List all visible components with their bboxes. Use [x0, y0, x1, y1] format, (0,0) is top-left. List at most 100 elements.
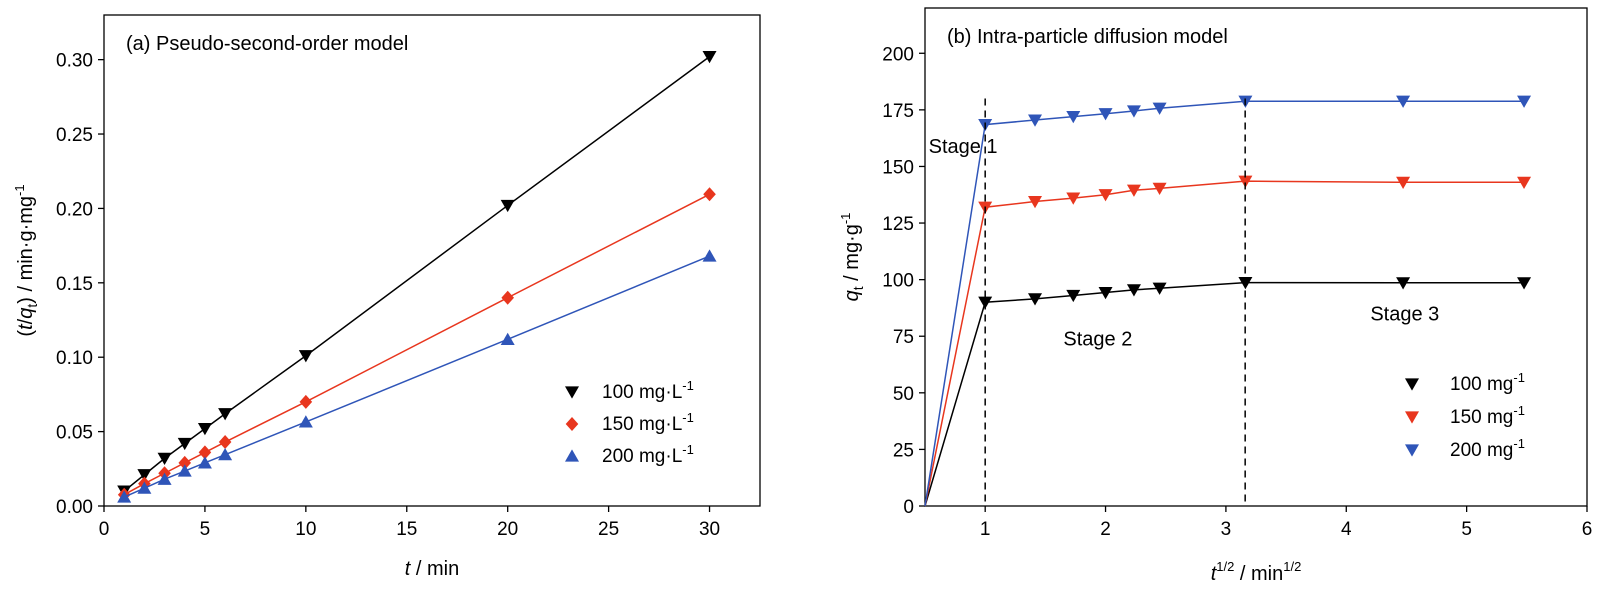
- series-line: [924, 281, 1525, 507]
- legend-label-sup: -1: [1513, 436, 1525, 451]
- y-tick-label: 0.05: [56, 423, 93, 444]
- data-point: [1396, 95, 1411, 108]
- data-point: [703, 187, 716, 202]
- y-tick-label: 0.15: [56, 274, 93, 295]
- legend-label: 100 mg-1: [1450, 370, 1525, 395]
- x-tick-label: 0: [99, 519, 110, 540]
- data-point: [218, 408, 233, 421]
- data-point: [1126, 184, 1141, 197]
- legend-marker: [565, 449, 579, 462]
- data-point: [1126, 105, 1141, 118]
- legend-label-text: 100 mg: [1450, 374, 1513, 395]
- legend-marker: [565, 386, 579, 399]
- y-tick-label: 0.10: [56, 348, 93, 369]
- y-axis-label-part: q: [15, 308, 37, 319]
- data-point: [1028, 293, 1043, 306]
- legend-label-sup: -1: [682, 410, 694, 425]
- y-axis-label-sub: t: [850, 286, 866, 290]
- data-point: [1098, 108, 1113, 121]
- series-line: [924, 100, 1525, 507]
- data-point: [157, 472, 172, 485]
- x-tick-label: 2: [1100, 519, 1111, 540]
- legend-label: 150 mg-1: [1450, 403, 1525, 428]
- data-point: [500, 199, 515, 213]
- legend-label-text: 200 mg·L: [602, 446, 682, 467]
- legend-marker: [1405, 444, 1419, 457]
- x-tick-label: 25: [598, 519, 619, 540]
- x-axis-label-unit: / min: [410, 558, 459, 580]
- x-axis-label-unit: / min: [1234, 563, 1283, 585]
- data-point: [1028, 195, 1043, 209]
- data-point: [1066, 111, 1081, 124]
- y-axis-label-unit: / mg·g: [841, 224, 863, 286]
- plot-frame: [103, 14, 761, 507]
- data-point: [1152, 282, 1167, 295]
- chart-panel-a: 0 5 10 15 20 25 30 0.00 0.05 0.10 0.15 0.20 0.25 0.30…: [12, 14, 761, 580]
- y-tick-label: 175: [882, 101, 914, 122]
- data-point: [298, 350, 313, 363]
- data-point: [197, 456, 212, 469]
- data-point: [500, 332, 515, 345]
- data-point: [1066, 192, 1081, 205]
- data-point: [1396, 277, 1411, 290]
- data-point: [1066, 289, 1081, 303]
- data-point: [177, 437, 192, 451]
- data-point: [117, 490, 132, 503]
- data-point: [1517, 277, 1532, 290]
- y-tick-label: 0.00: [56, 497, 93, 518]
- legend-marker: [1405, 378, 1419, 391]
- y-tick-label: 75: [893, 327, 914, 348]
- data-point: [501, 290, 514, 305]
- y-tick-label: 100: [882, 271, 914, 292]
- data-point: [157, 452, 172, 466]
- chart-panel-b: 1 2 3 4 5 6 0 25 50 75 100 125 150 175 200 (b) Intra-pa…: [838, 7, 1593, 585]
- y-axis-label-sup: -1: [838, 213, 853, 225]
- x-axis-label-var: t: [1211, 563, 1218, 585]
- y-tick-label: 150: [882, 157, 914, 178]
- data-point: [137, 481, 152, 494]
- stage-label: Stage 1: [929, 136, 998, 158]
- data-point: [1152, 182, 1167, 196]
- data-point: [1517, 95, 1532, 108]
- data-point: [702, 51, 717, 64]
- data-point: [1517, 176, 1532, 189]
- data-point: [1098, 286, 1113, 300]
- data-point: [1126, 284, 1141, 297]
- data-point: [197, 423, 212, 436]
- data-point: [177, 464, 192, 477]
- legend-label-sup: -1: [1513, 403, 1525, 418]
- legend-marker: [1405, 411, 1419, 424]
- x-tick-label: 10: [295, 519, 316, 540]
- data-point: [298, 415, 313, 428]
- data-point: [702, 249, 717, 262]
- legend-label: 200 mg·L-1: [602, 442, 694, 467]
- data-point: [1396, 176, 1411, 189]
- x-axis-label: t / min: [405, 558, 459, 580]
- y-tick-label: 0.20: [56, 199, 93, 220]
- y-tick-label: 0.25: [56, 125, 93, 146]
- data-point: [218, 435, 232, 450]
- legend-label: 100 mg·L-1: [602, 378, 694, 403]
- y-tick-label: 50: [893, 384, 914, 405]
- legend-label: 200 mg-1: [1450, 436, 1525, 461]
- y-axis-label-part: t: [15, 323, 37, 330]
- chart-title: (a) Pseudo-second-order model: [126, 33, 408, 55]
- x-tick-label: 3: [1221, 519, 1232, 540]
- legend-label-sup: -1: [1513, 370, 1525, 385]
- x-tick-label: 6: [1582, 519, 1593, 540]
- x-tick-label: 4: [1341, 519, 1352, 540]
- x-tick-label: 5: [1461, 519, 1472, 540]
- legend-label-text: 150 mg·L: [602, 414, 682, 435]
- x-tick-label: 5: [200, 519, 211, 540]
- y-axis-label-sup: -1: [12, 184, 27, 196]
- y-axis-label-part: (: [15, 330, 37, 337]
- legend-label-text: 150 mg: [1450, 407, 1513, 428]
- plot-frame: [924, 7, 1588, 507]
- y-tick-label: 25: [893, 440, 914, 461]
- y-axis-label: (t/qt) / min·g·mg-1: [12, 184, 40, 336]
- data-point: [198, 445, 212, 460]
- x-tick-label: 20: [497, 519, 518, 540]
- legend-marker: [565, 417, 579, 431]
- data-point: [218, 448, 233, 461]
